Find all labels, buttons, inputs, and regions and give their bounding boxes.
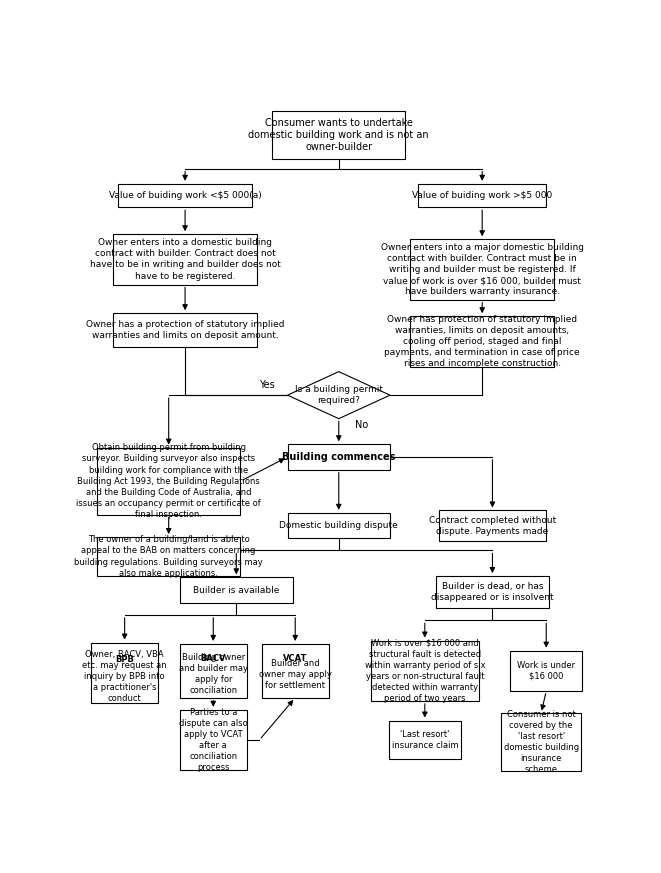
Bar <box>97 448 241 515</box>
Bar <box>180 644 247 698</box>
Text: Building owner
and builder may
apply for
conciliation: Building owner and builder may apply for… <box>178 653 248 696</box>
Bar <box>114 313 256 347</box>
Text: The owner of a building/land is able to
appeal to the BAB on matters concerning
: The owner of a building/land is able to … <box>74 535 263 578</box>
Bar <box>510 650 582 691</box>
Text: Domestic building dispute: Domestic building dispute <box>280 521 398 530</box>
Bar <box>91 643 158 703</box>
Bar <box>180 577 293 603</box>
Bar <box>272 112 405 159</box>
Bar <box>288 444 390 470</box>
Text: Parties to a
dispute can also
apply to VCAT
after a
conciliation
process: Parties to a dispute can also apply to V… <box>179 708 248 773</box>
Text: No: No <box>355 421 368 430</box>
Text: Building commences: Building commences <box>282 452 395 462</box>
Bar <box>114 234 256 285</box>
Bar <box>180 710 247 770</box>
Bar <box>371 641 479 701</box>
Text: Builder and
owner may apply
for settlement: Builder and owner may apply for settleme… <box>259 659 332 690</box>
Bar <box>502 713 581 771</box>
Text: Work is under
$16 000: Work is under $16 000 <box>517 661 575 681</box>
Text: Consumer is not
covered by the
'last resort'
domestic building
insurance
scheme: Consumer is not covered by the 'last res… <box>504 710 578 774</box>
Text: Owner, BACV, VBA
etc. may request an
inquiry by BPB into
a practitioner's
conduc: Owner, BACV, VBA etc. may request an inq… <box>83 650 167 704</box>
Bar <box>262 644 329 698</box>
Bar <box>418 183 546 207</box>
Text: Yes: Yes <box>259 380 275 390</box>
Bar <box>410 316 554 367</box>
Bar <box>439 511 546 540</box>
Text: Owner enters into a domestic building
contract with builder. Contract does not
h: Owner enters into a domestic building co… <box>90 238 280 280</box>
Text: BACV: BACV <box>200 655 226 663</box>
Text: Consumer wants to undertake
domestic building work and is not an
owner-builder: Consumer wants to undertake domestic bui… <box>249 118 429 153</box>
Text: 'Last resort'
insurance claim: 'Last resort' insurance claim <box>391 730 458 750</box>
Text: Work is over $16 000 and
structural fault is detected
within warranty period of : Work is over $16 000 and structural faul… <box>364 638 485 703</box>
Text: VCAT: VCAT <box>283 655 307 663</box>
Bar <box>97 537 241 576</box>
Text: Obtain building permit from building
surveyor. Building surveyor also inspects
b: Obtain building permit from building sur… <box>76 443 261 519</box>
Text: BPB: BPB <box>115 655 134 664</box>
Polygon shape <box>288 372 390 419</box>
Text: Builder is dead, or has
disappeared or is insolvent: Builder is dead, or has disappeared or i… <box>431 582 554 602</box>
Bar <box>288 512 390 539</box>
Text: Contract completed without
dispute. Payments made: Contract completed without dispute. Paym… <box>429 516 556 536</box>
Text: Value of buiding work <$5 000(a): Value of buiding work <$5 000(a) <box>108 191 262 200</box>
Bar <box>436 576 549 608</box>
Bar <box>410 239 554 299</box>
Text: Value of buiding work >$5 000: Value of buiding work >$5 000 <box>412 191 553 200</box>
Bar <box>389 720 461 760</box>
Text: Owner enters into a major domestic building
contract with builder. Contract must: Owner enters into a major domestic build… <box>381 243 584 296</box>
Bar <box>118 183 252 207</box>
Text: Is a building permit
required?: Is a building permit required? <box>295 385 383 405</box>
Text: Builder is available: Builder is available <box>193 586 280 595</box>
Text: Owner has protection of statutory implied
warranties, limits on deposit amounts,: Owner has protection of statutory implie… <box>385 314 580 368</box>
Text: Owner has a protection of statutory implied
warranties and limits on deposit amo: Owner has a protection of statutory impl… <box>86 320 284 340</box>
